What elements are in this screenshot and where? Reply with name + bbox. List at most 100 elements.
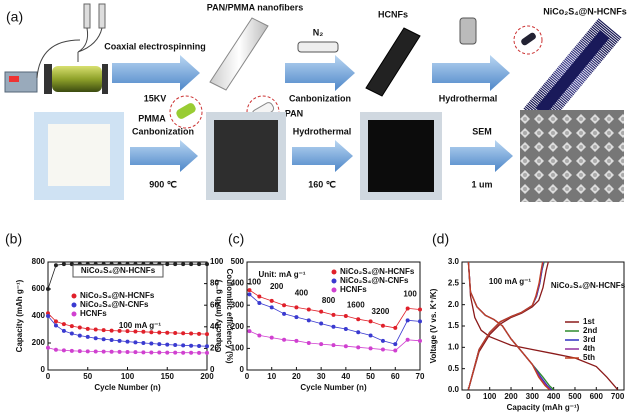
photo-carbonized [214, 120, 278, 192]
data-point [380, 338, 385, 343]
data-point [157, 342, 162, 347]
data-point [53, 347, 58, 352]
hcnf-label: HCNFs [378, 9, 408, 19]
data-point [197, 350, 202, 355]
x-tick-label: 10 [267, 372, 276, 381]
legend-label: NiCo₂S₄@N-HCNFs [80, 291, 155, 300]
x-tick-label: 40 [341, 372, 350, 381]
data-point [405, 337, 410, 342]
data-point [117, 328, 122, 333]
data-point [69, 331, 74, 336]
x-tick-label: 0 [245, 372, 250, 381]
x-tick-label: 70 [416, 372, 425, 381]
data-point [197, 331, 202, 336]
display [9, 76, 19, 82]
data-point [165, 262, 170, 267]
y-tick-label: 300 [231, 300, 245, 309]
data-point [125, 339, 130, 344]
data-point [294, 338, 299, 343]
data-point [247, 288, 252, 293]
x-axis-label: Capacity (mAh g⁻¹) [507, 403, 580, 412]
data-point [189, 331, 194, 336]
data-point [257, 333, 262, 338]
y-tick-label: 1.0 [448, 342, 460, 351]
data-point [368, 333, 373, 338]
step-label: SEM [472, 126, 492, 136]
panel-label: (a) [6, 9, 23, 25]
data-point [46, 314, 50, 318]
data-point [294, 305, 299, 310]
data-point [356, 345, 361, 350]
data-point [125, 329, 130, 334]
data-point [101, 349, 106, 354]
sem-image [520, 110, 624, 202]
step-label: 1 um [471, 179, 492, 189]
data-point [149, 330, 154, 335]
legend-swatch [331, 269, 337, 275]
data-point [319, 309, 324, 314]
y-tick-label: 2.0 [448, 300, 460, 309]
data-point [319, 342, 324, 347]
data-point [173, 262, 178, 267]
legend-box [72, 264, 164, 278]
legend-label: NiCo₂S₄@N-CNFs [80, 300, 149, 309]
y2-axis-label: Coulombic efficiency (%) [225, 268, 234, 363]
data-point [125, 350, 130, 355]
x-tick-label: 0 [466, 392, 471, 401]
data-point [85, 334, 90, 339]
data-point [197, 343, 202, 348]
data-point [173, 343, 178, 348]
step-label: Canbonization [132, 126, 194, 136]
data-point [77, 349, 82, 354]
data-point [306, 318, 311, 323]
y-tick-label: 0.5 [448, 364, 460, 373]
y2-tick-label: 100 [210, 257, 224, 266]
data-point [157, 330, 162, 335]
mini-fiber [521, 32, 536, 46]
data-point [380, 323, 385, 328]
drum-end [44, 64, 52, 94]
step-label: Hydrothermal [439, 93, 498, 103]
arrow [450, 140, 513, 172]
rate-label: 200 [270, 282, 284, 291]
panel-a-row2: Canbonization 900 ℃ Hydrothermal 160 ℃ S… [34, 110, 624, 202]
legend-label: NiCo₂S₄@N-HCNFs [81, 266, 156, 275]
legend-label: 5th [583, 353, 595, 362]
nanofiber [209, 17, 269, 91]
data-point [405, 306, 410, 311]
plot-frame [246, 261, 421, 371]
data-point [197, 262, 202, 267]
data-point [157, 350, 162, 355]
data-point [247, 329, 252, 334]
data-point [181, 350, 186, 355]
data-point [306, 307, 311, 312]
chart-panel: (d) 0.0 0.5 1.0 1.5 2.0 2.5 3.0 0 100 200 300 400 500… [429, 231, 626, 412]
data-point [117, 349, 122, 354]
arrow [130, 140, 198, 172]
drum-end [102, 64, 108, 94]
data-point [53, 323, 58, 328]
data-point [165, 350, 170, 355]
y-tick-label: 400 [231, 279, 245, 288]
data-point [282, 311, 287, 316]
rate-label: 100 [248, 278, 262, 287]
arrow [112, 55, 200, 91]
data-point [46, 287, 50, 291]
data-point [294, 315, 299, 320]
callout [169, 95, 203, 129]
urchin-core [535, 30, 610, 116]
step-label: 900 ℃ [149, 179, 177, 189]
data-point [189, 262, 194, 267]
annotation: Unit: mA g⁻¹ [258, 270, 305, 279]
panel-label: (c) [228, 231, 244, 247]
arrow [432, 55, 510, 91]
legend-swatch [331, 278, 337, 284]
data-point [61, 348, 66, 353]
x-tick-label: 50 [83, 372, 92, 381]
x-tick-label: 400 [547, 392, 561, 401]
data-point [393, 348, 398, 353]
data-point [69, 324, 74, 329]
x-tick-label: 100 [121, 372, 135, 381]
gas-label: N₂ [313, 27, 324, 37]
